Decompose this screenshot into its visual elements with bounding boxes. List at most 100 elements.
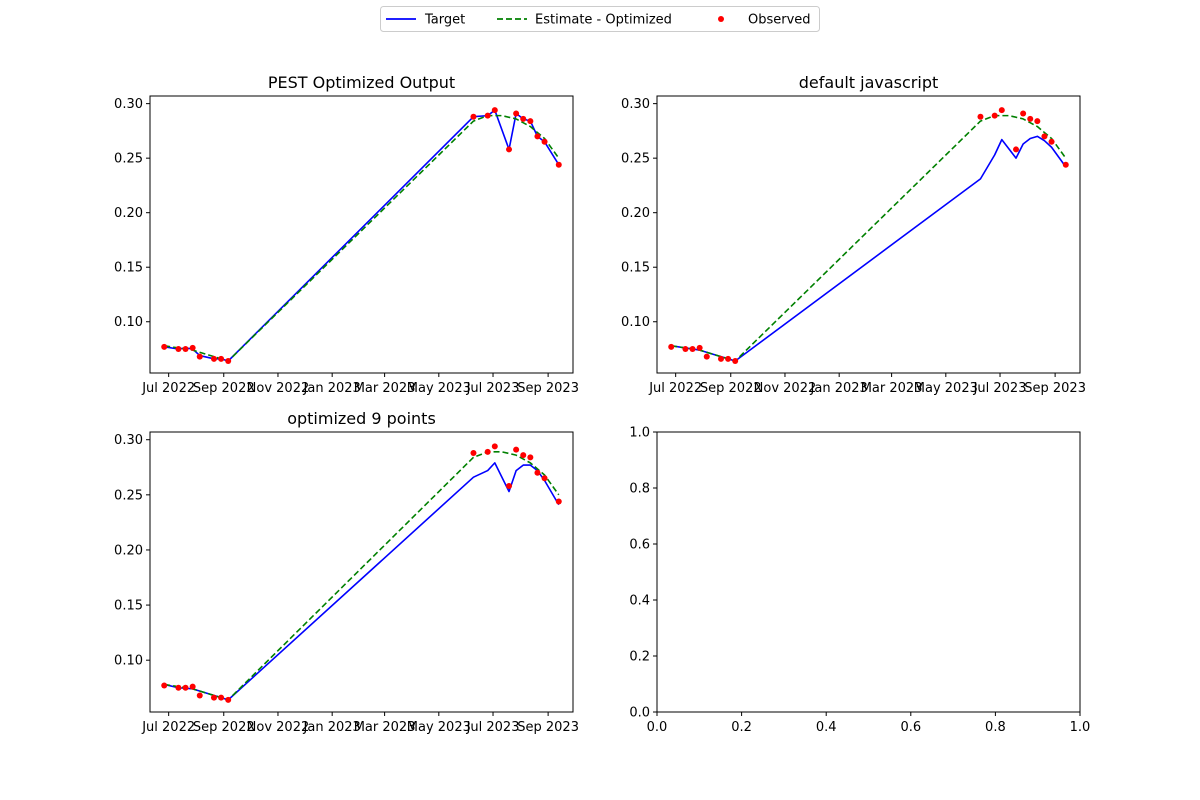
observed-point	[732, 358, 739, 365]
x-tick-label: Nov 2022	[754, 381, 817, 396]
y-tick-label: 0.2	[629, 650, 650, 665]
observed-point	[555, 161, 562, 168]
legend: Target Estimate - Optimized Observed	[380, 6, 820, 32]
x-tick-label: Jul 2023	[973, 381, 1027, 396]
legend-label: Estimate - Optimized	[535, 13, 672, 28]
observed-point	[682, 346, 689, 353]
observed-point	[1034, 118, 1041, 125]
legend-item: Target	[386, 13, 465, 28]
x-tick-label: Jul 2022	[141, 720, 195, 735]
x-tick-label: 0.8	[985, 720, 1006, 735]
x-tick-label: Sep 2022	[700, 381, 762, 396]
plot-area	[657, 96, 1080, 373]
observed-point	[491, 107, 498, 114]
legend-item: Estimate - Optimized	[497, 13, 672, 28]
x-tick-label: Sep 2023	[1024, 381, 1086, 396]
legend-marker-observed	[718, 16, 724, 22]
x-tick-label: Sep 2022	[193, 381, 255, 396]
y-tick-label: 0.15	[114, 599, 143, 614]
observed-point	[1048, 138, 1055, 145]
observed-point	[161, 343, 168, 350]
axes-frame	[656, 431, 1081, 713]
x-tick-label: Jul 2022	[141, 381, 195, 396]
observed-point	[534, 469, 541, 476]
observed-point	[484, 112, 491, 119]
y-tick-label: 0.30	[114, 433, 143, 448]
observed-point	[689, 346, 696, 353]
observed-point	[218, 355, 225, 362]
observed-point	[725, 355, 732, 362]
x-tick-label: Sep 2023	[517, 720, 579, 735]
y-tick-label: 0.30	[114, 97, 143, 112]
observed-point	[506, 146, 513, 153]
observed-point	[555, 498, 562, 505]
x-tick-label: 0.2	[731, 720, 752, 735]
observed-point	[513, 110, 520, 117]
plot-area	[657, 432, 1080, 712]
y-tick-label: 0.0	[629, 706, 650, 721]
observed-point	[218, 694, 225, 701]
legend-label: Target	[424, 13, 465, 28]
observed-point	[1041, 133, 1048, 140]
observed-point	[484, 448, 491, 455]
observed-point	[225, 696, 232, 703]
y-tick-label: 0.10	[621, 315, 650, 330]
observed-point	[196, 353, 203, 360]
y-tick-label: 0.6	[629, 538, 650, 553]
plot-area	[150, 432, 573, 712]
observed-point	[717, 355, 724, 362]
observed-point	[182, 346, 189, 353]
y-tick-label: 0.25	[114, 488, 143, 503]
x-tick-label: May 2023	[407, 720, 471, 735]
observed-point	[225, 358, 232, 365]
observed-point	[175, 346, 182, 353]
plot-data	[161, 107, 562, 365]
x-tick-label: Sep 2023	[517, 381, 579, 396]
y-tick-label: 0.25	[114, 152, 143, 167]
legend-item: Observed	[718, 13, 811, 28]
observed-point	[210, 694, 217, 701]
y-tick-label: 0.4	[629, 594, 650, 609]
legend-label: Observed	[748, 13, 811, 28]
y-tick-label: 0.30	[621, 97, 650, 112]
y-tick-label: 0.10	[114, 654, 143, 669]
observed-point	[1027, 115, 1034, 122]
x-tick-label: Jan 2023	[810, 381, 868, 396]
observed-point	[991, 112, 998, 119]
x-tick-label: Mar 2023	[354, 720, 416, 735]
observed-point	[520, 115, 527, 122]
x-tick-label: 1.0	[1070, 720, 1091, 735]
axes-frame	[656, 95, 1081, 374]
observed-point	[1013, 146, 1020, 153]
plot-data	[161, 443, 562, 703]
y-tick-label: 0.20	[114, 206, 143, 221]
x-tick-label: Jan 2023	[303, 720, 361, 735]
x-tick-label: Nov 2022	[247, 381, 310, 396]
y-tick-label: 0.8	[629, 482, 650, 497]
axes-frame	[149, 95, 574, 374]
plot-area	[150, 96, 573, 373]
observed-point	[470, 113, 477, 120]
observed-point	[161, 682, 168, 689]
legend-frame	[380, 6, 820, 32]
x-tick-label: Jan 2023	[303, 381, 361, 396]
observed-point	[534, 133, 541, 140]
observed-point	[189, 344, 196, 351]
observed-point	[513, 446, 520, 453]
observed-point	[1062, 161, 1069, 168]
observed-point	[541, 138, 548, 145]
observed-point	[520, 452, 527, 459]
subplot-4: 0.0 0.2 0.4 0.6 0.8 1.0 0.0 0.2 0.4 0.6 0.8 1.0	[629, 426, 1090, 736]
x-tick-label: May 2023	[407, 381, 471, 396]
y-tick-label: 1.0	[629, 426, 650, 441]
axes-frame	[149, 431, 574, 713]
y-tick-label: 0.15	[114, 261, 143, 276]
x-tick-label: Nov 2022	[247, 720, 310, 735]
observed-point	[175, 684, 182, 691]
x-tick-label: Jul 2022	[648, 381, 702, 396]
observed-point	[977, 113, 984, 120]
